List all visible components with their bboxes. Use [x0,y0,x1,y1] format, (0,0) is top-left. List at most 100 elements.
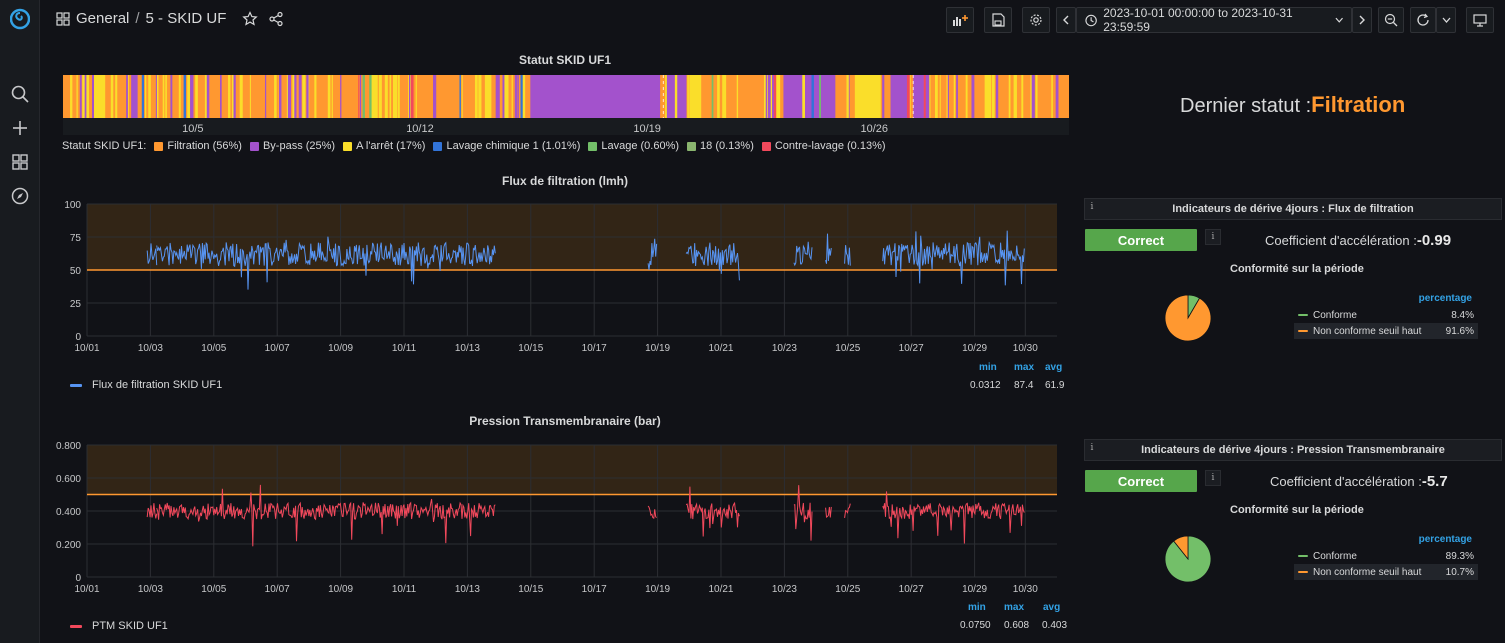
status-segment [984,75,992,118]
pie-label: Non conforme seuil haut [1313,325,1422,337]
status-segment [233,75,236,118]
status-segment [772,75,775,118]
status-legend-item[interactable]: Filtration (56%) [154,140,242,152]
indicator-ptm-header[interactable]: Indicateurs de dérive 4jours : Pression … [1084,439,1502,461]
share-icon[interactable] [268,11,284,27]
status-segment [165,75,167,118]
breadcrumb-dashboard[interactable]: 5 - SKID UF [145,10,227,27]
status-legend-item[interactable]: Lavage (0.60%) [588,140,679,152]
pie-label: Conforme [1313,550,1357,562]
info-icon[interactable]: i [1090,443,1094,453]
ptm-chart[interactable]: 0.800 0.600 0.400 0.200 010/01 10/03 10/05 10/0… [40,433,1070,603]
add-panel-button[interactable] [946,7,974,33]
ptm-stat-max-header[interactable]: max [1004,602,1025,613]
info-icon[interactable]: i [1090,202,1094,212]
status-legend-label: A l'arrêt (17%) [356,140,426,152]
status-legend: Statut SKID UF1: Filtration (56%) By-pass… [62,140,886,152]
grafana-logo-icon[interactable] [10,8,30,30]
save-button[interactable] [984,7,1012,33]
plus-icon[interactable] [10,118,30,138]
status-segment [299,75,302,118]
compass-icon[interactable] [10,186,30,206]
status-legend-item[interactable]: A l'arrêt (17%) [343,140,425,152]
status-segment [823,75,826,118]
breadcrumb-folder[interactable]: General [76,10,130,27]
status-segment [818,75,821,118]
grid-icon[interactable] [10,152,30,172]
x-tick: 10/19 [645,343,670,354]
flux-chart[interactable]: 100 75 50 25 010/01 10/03 10/05 10/07 10/09 10/11… [40,192,1070,362]
status-segment [378,75,382,118]
status-segment [484,75,492,118]
x-tick: 10/29 [962,343,987,354]
status-x-tick: 10/19 [633,123,661,135]
settings-button[interactable] [1022,7,1050,33]
x-tick: 10/01 [74,584,99,595]
flux-stat-max-header[interactable]: max [1014,362,1035,373]
status-segment [765,75,767,118]
status-segment [478,75,482,118]
time-range-picker[interactable]: 2023-10-01 00:00:00 to 2023-10-31 23:59:… [1076,6,1352,34]
status-segment [162,75,165,118]
flux-legend[interactable]: Flux de filtration SKID UF1 [70,379,222,391]
status-segment [126,75,128,118]
refresh-button[interactable] [1410,7,1436,33]
zoom-out-button[interactable] [1378,7,1404,33]
indicator-ptm-pie-row-conforme[interactable]: Conforme 89.3% [1294,548,1478,564]
status-segment [278,75,282,118]
status-segment [292,75,295,118]
status-segment [882,75,885,118]
flux-stat-min-header[interactable]: min [979,362,997,373]
flux-stat-min: 0.0312 [970,380,1001,391]
status-segment [934,75,938,118]
status-segment [410,75,414,118]
status-legend-item[interactable]: Contre-lavage (0.13%) [761,140,886,152]
star-icon[interactable] [242,10,259,27]
status-legend-item[interactable]: 18 (0.13%) [687,140,754,152]
status-segment [127,75,129,118]
pie-swatch [1298,314,1308,316]
flux-stat-avg-header[interactable]: avg [1045,362,1063,373]
indicator-ptm-pie-row-non-conforme[interactable]: Non conforme seuil haut 10.7% [1294,564,1478,580]
status-legend-swatch [249,141,259,151]
status-legend-swatch [588,141,598,151]
status-segment [1030,75,1033,118]
indicator-flux-header[interactable]: Indicateurs de dérive 4jours : Flux de f… [1084,198,1502,220]
status-legend-label: Lavage chimique 1 (1.01%) [446,140,581,152]
tv-mode-button[interactable] [1466,7,1494,33]
indicator-flux-pie-row-non-conforme[interactable]: Non conforme seuil haut 91.6% [1294,323,1478,339]
status-legend-label: By-pass (25%) [262,140,336,152]
time-forward-button[interactable] [1352,7,1372,33]
indicator-flux-pie[interactable] [1163,293,1213,343]
ptm-panel-title: Pression Transmembranaire (bar) [469,414,661,428]
status-segment [115,75,118,118]
status-segment [683,75,687,118]
ptm-stat-min-header[interactable]: min [968,602,986,613]
indicator-flux-coef-label: Coefficient d'accélération : [1265,233,1417,248]
x-tick: 10/15 [518,584,543,595]
status-legend-item[interactable]: By-pass (25%) [249,140,336,152]
ptm-stat-avg-header[interactable]: avg [1043,602,1061,613]
ptm-legend[interactable]: PTM SKID UF1 [70,620,168,632]
info-icon[interactable]: i [1205,470,1221,486]
x-tick: 10/29 [962,584,987,595]
pie-label: Non conforme seuil haut [1313,566,1422,578]
x-tick: 10/09 [328,343,353,354]
status-segment [515,75,518,118]
series-line [647,505,657,520]
x-tick: 10/25 [835,343,860,354]
indicator-flux-pie-row-conforme[interactable]: Conforme 8.4% [1294,307,1478,323]
search-icon[interactable] [10,84,30,104]
indicator-ptm-pie[interactable] [1163,534,1213,584]
refresh-interval-dropdown[interactable] [1436,7,1456,33]
status-segment [187,75,191,118]
time-back-button[interactable] [1056,7,1076,33]
status-legend-item[interactable]: Lavage chimique 1 (1.01%) [433,140,580,152]
info-icon[interactable]: i [1205,229,1221,245]
indicator-ptm-pie-header[interactable]: percentage [1418,534,1472,545]
indicator-flux-pie-header[interactable]: percentage [1418,293,1472,304]
ptm-series-swatch [70,624,82,628]
status-timeline[interactable]: 10/5 10/12 10/19 10/26 [60,75,1072,137]
status-segment [939,75,941,118]
x-tick: 10/07 [265,343,290,354]
